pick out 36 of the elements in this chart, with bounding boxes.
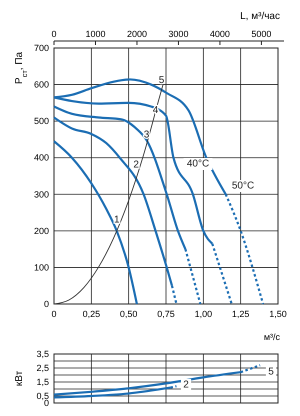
x2-tick-label: 1000 (85, 29, 106, 39)
x2-tick-label: 5000 (251, 29, 272, 39)
annotation: 5 (158, 74, 165, 86)
y-tick-label: 3,5 (36, 349, 49, 359)
x2-axis-title: L, м³/час (240, 11, 280, 22)
x-axis-title: м³/с (264, 332, 280, 342)
annotation: 5 (268, 366, 274, 378)
x-tick-label: 0,75 (157, 309, 175, 319)
y-tick-label: 500 (34, 116, 49, 126)
y-tick-label: 300 (34, 189, 49, 200)
y-tick-label: 0 (44, 299, 49, 309)
annotation: 2 (183, 380, 190, 391)
x-tick-label: 1,00 (194, 309, 212, 319)
y-tick-label: 1,5 (36, 377, 49, 387)
annotation: 1 (114, 214, 120, 226)
y-tick-label: 600 (34, 80, 49, 90)
y-tick-label: 700 (34, 43, 49, 53)
annotation: 2 (133, 160, 140, 171)
x-tick-label: 0,25 (82, 309, 100, 319)
x2-tick-label: 3000 (168, 29, 188, 39)
y-tick-label: 2,5 (36, 363, 49, 373)
x2-tick-label: 4000 (210, 29, 230, 39)
x-tick-label: 0,50 (120, 309, 138, 319)
annotation: 50°C (232, 180, 254, 192)
y-axis-title: кВт (14, 370, 25, 386)
x-tick-label: 1,25 (232, 309, 250, 319)
y-tick-label: 100 (34, 262, 49, 272)
x-tick-label: 1,50 (269, 309, 287, 319)
y-tick-label: 0,5 (36, 391, 49, 401)
annotation: 40°C (186, 158, 210, 170)
x-tick-label: 0 (51, 309, 57, 319)
x2-tick-label: 0 (51, 29, 57, 39)
y-tick-label: 200 (34, 226, 49, 236)
y-tick-label: 400 (34, 152, 49, 163)
y-tick-label: 0 (44, 398, 49, 408)
x2-tick-label: 2000 (126, 29, 147, 39)
